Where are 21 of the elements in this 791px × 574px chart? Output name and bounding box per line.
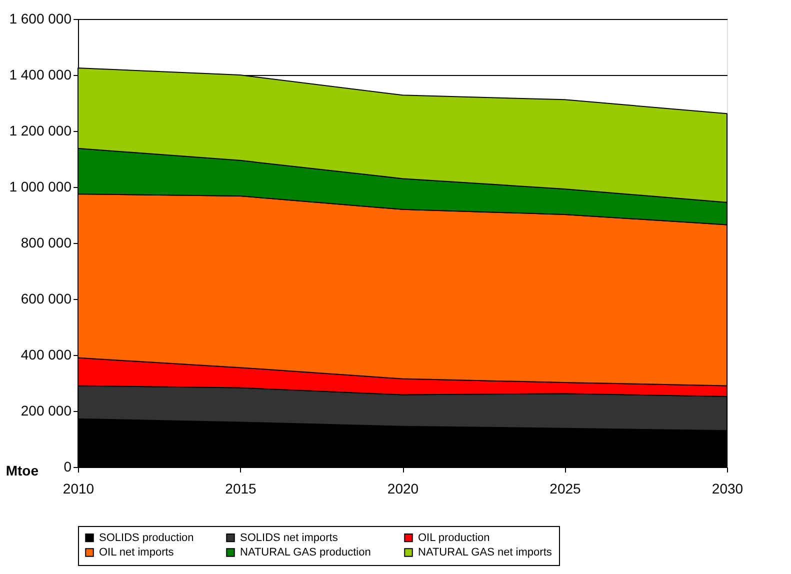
legend-label: SOLIDS net imports bbox=[240, 532, 338, 544]
y-tick-label: 600 000 bbox=[20, 290, 72, 306]
y-tick-label: 200 000 bbox=[20, 402, 72, 418]
x-tick-label: 2025 bbox=[550, 480, 582, 496]
y-tick-label: 400 000 bbox=[20, 346, 72, 362]
y-tick-label: 1 200 000 bbox=[9, 122, 72, 138]
y-tick-label: 1 600 000 bbox=[9, 10, 72, 26]
y-tick-label: 1 400 000 bbox=[9, 66, 72, 82]
x-tick-label: 2010 bbox=[62, 480, 94, 496]
legend-label: NATURAL GAS production bbox=[240, 546, 371, 558]
legend-label: NATURAL GAS net imports bbox=[418, 546, 552, 558]
x-tick-label: 2015 bbox=[225, 480, 257, 496]
legend-label: SOLIDS production bbox=[99, 532, 194, 544]
legend-label: OIL production bbox=[418, 532, 490, 544]
y-axis-title: Mtoe bbox=[6, 462, 39, 478]
x-tick-label: 2030 bbox=[712, 480, 744, 496]
y-tick-label: 800 000 bbox=[20, 234, 72, 250]
x-tick-label: 2020 bbox=[387, 480, 419, 496]
y-tick-label: 0 bbox=[64, 458, 72, 474]
y-tick-label: 1 000 000 bbox=[9, 178, 72, 194]
legend-label: OIL net imports bbox=[99, 546, 174, 558]
